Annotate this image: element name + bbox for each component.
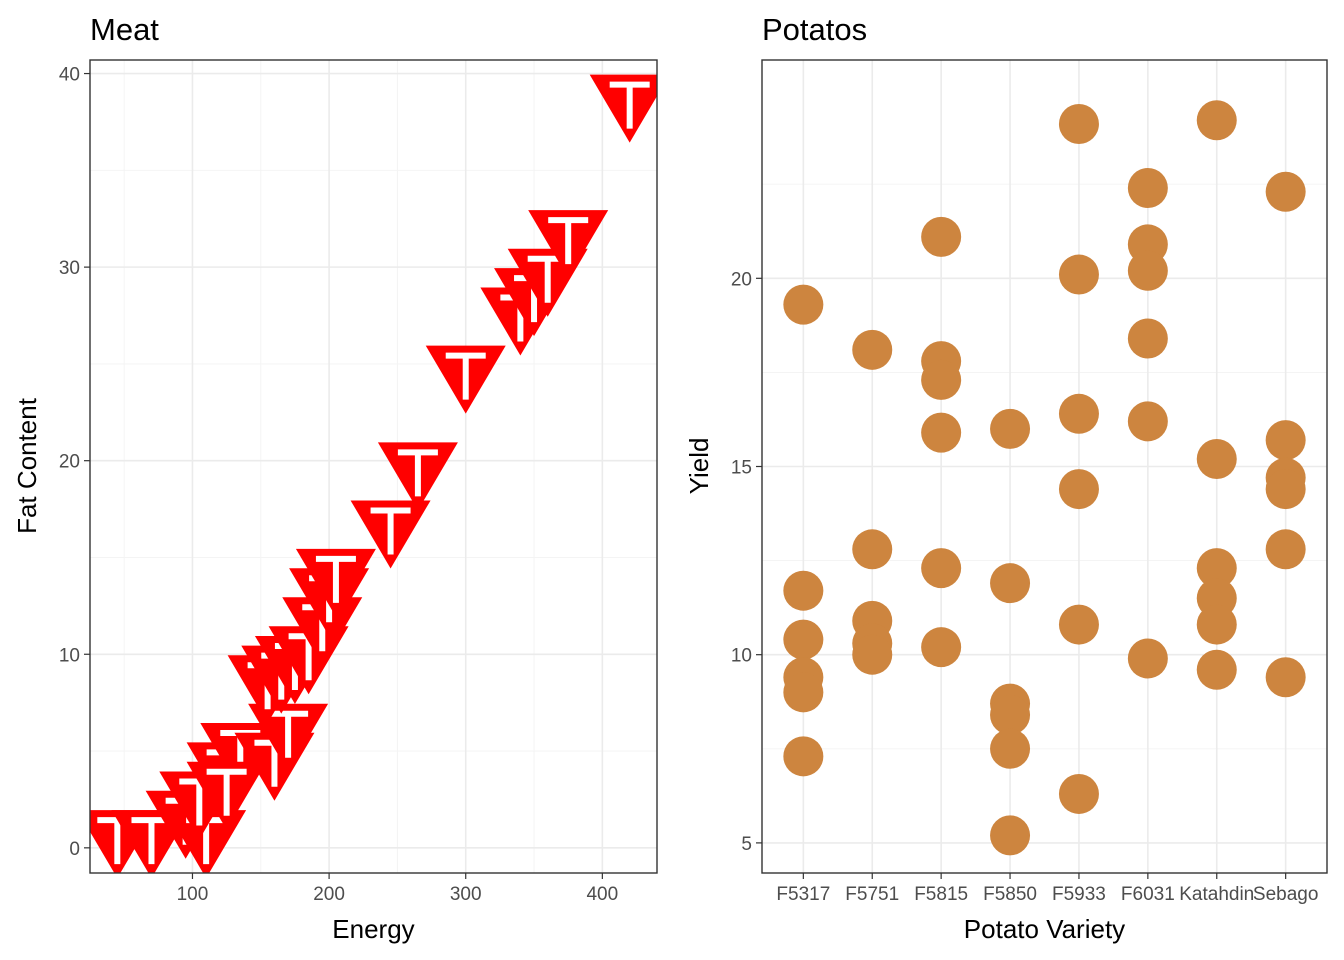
meat-plot-background	[90, 60, 657, 873]
potato-marks	[783, 100, 1306, 856]
potato-point	[852, 634, 893, 675]
potato-point	[921, 627, 962, 668]
meat-point	[425, 345, 506, 414]
potato-point	[1196, 604, 1237, 645]
potato-point	[1265, 657, 1306, 698]
potato-point	[1196, 438, 1237, 479]
potato-point	[1127, 401, 1168, 442]
potato-point	[1058, 604, 1099, 645]
potato-x-tick-label: Sebago	[1253, 884, 1319, 905]
meat-x-tick-label: 400	[586, 884, 618, 905]
meat-panel: Meat 100 200 300 400 0 10 20 30 40 Energy Fat Co…	[12, 12, 658, 944]
potato-point	[783, 736, 824, 777]
meat-marks	[90, 74, 657, 873]
meat-y-tick-label: 40	[59, 65, 80, 86]
meat-axes: 100 200 300 400 0 10 20 30 40	[59, 65, 618, 905]
potato-point	[1058, 773, 1099, 814]
potato-point	[921, 216, 962, 257]
meat-points	[90, 74, 657, 873]
meat-point	[350, 500, 431, 569]
potato-point	[990, 563, 1031, 604]
meat-point	[377, 442, 458, 511]
potato-point	[852, 529, 893, 570]
potato-point	[1196, 100, 1237, 141]
meat-grid	[90, 60, 657, 873]
potato-point	[1265, 469, 1306, 510]
meat-point-triangle	[589, 74, 657, 143]
potato-x-tick-label: F5850	[983, 884, 1037, 905]
potato-point	[1265, 171, 1306, 212]
potato-x-tick-label: F5815	[914, 884, 968, 905]
potato-x-axis-title: Potato Variety	[964, 914, 1125, 944]
potato-point	[990, 408, 1031, 449]
potato-point	[921, 548, 962, 589]
potato-point	[990, 815, 1031, 856]
potato-y-tick-label: 15	[731, 458, 752, 479]
meat-point-glyph	[548, 217, 589, 265]
meat-y-tick-label: 20	[59, 452, 80, 473]
meat-x-tick-label: 100	[177, 884, 209, 905]
potato-point	[783, 619, 824, 660]
potato-x-tick-label: F6031	[1121, 884, 1175, 905]
potato-axes: F5317 F5751 F5815 F5850 F5933 F6031 KatahdinSe…	[731, 269, 1319, 905]
meat-title: Meat	[90, 12, 159, 47]
meat-point-glyph	[206, 768, 247, 816]
potato-point	[783, 284, 824, 325]
meat-point-glyph	[445, 352, 486, 400]
potato-panel: Potatos F5317 F5751 F5815 F5850 F5933 F6031 Ka…	[684, 12, 1328, 944]
potato-point	[1127, 638, 1168, 679]
potato-point	[921, 412, 962, 453]
potato-y-tick-label: 5	[741, 834, 752, 855]
potato-y-tick-label: 10	[731, 646, 752, 667]
meat-point-glyph	[315, 555, 356, 603]
potato-x-tick-label: F5933	[1052, 884, 1106, 905]
potato-point	[990, 694, 1031, 735]
potato-point	[1127, 167, 1168, 208]
meat-x-tick-label: 300	[450, 884, 482, 905]
potato-point	[1196, 548, 1237, 589]
potato-point	[852, 329, 893, 370]
potato-point	[1265, 420, 1306, 461]
potato-x-tick-label: F5751	[845, 884, 899, 905]
potato-x-tick-label: F5317	[776, 884, 830, 905]
meat-point-glyph	[370, 507, 411, 555]
potato-point	[1058, 393, 1099, 434]
meat-x-axis-title: Energy	[332, 914, 414, 944]
potato-point	[921, 359, 962, 400]
meat-y-tick-label: 30	[59, 258, 80, 279]
meat-y-tick-label: 10	[59, 645, 80, 666]
potato-point	[1058, 254, 1099, 295]
meat-panel-border	[89, 59, 658, 874]
potato-point	[783, 570, 824, 611]
meat-y-tick-label: 0	[69, 839, 80, 860]
meat-point	[589, 74, 657, 143]
meat-point-glyph	[268, 710, 309, 758]
potato-point	[1058, 469, 1099, 510]
potato-point	[1265, 529, 1306, 570]
meat-point-glyph	[397, 449, 438, 497]
meat-point	[186, 761, 267, 830]
meat-x-tick-label: 200	[313, 884, 345, 905]
potato-point	[783, 672, 824, 713]
potato-point	[1127, 318, 1168, 359]
meat-point	[528, 210, 609, 279]
potato-point	[1196, 649, 1237, 690]
potato-x-tick-label: Katahdin	[1179, 884, 1254, 905]
potato-title: Potatos	[762, 12, 867, 47]
potato-y-axis-title: Yield	[684, 438, 714, 495]
potato-point	[1127, 250, 1168, 291]
meat-point	[295, 548, 376, 617]
meat-point-glyph	[609, 81, 650, 129]
potato-grid	[762, 60, 1327, 873]
potato-point	[1058, 103, 1099, 144]
potato-y-tick-label: 20	[731, 269, 752, 290]
meat-y-axis-title: Fat Content	[12, 397, 42, 534]
potato-point	[990, 728, 1031, 769]
